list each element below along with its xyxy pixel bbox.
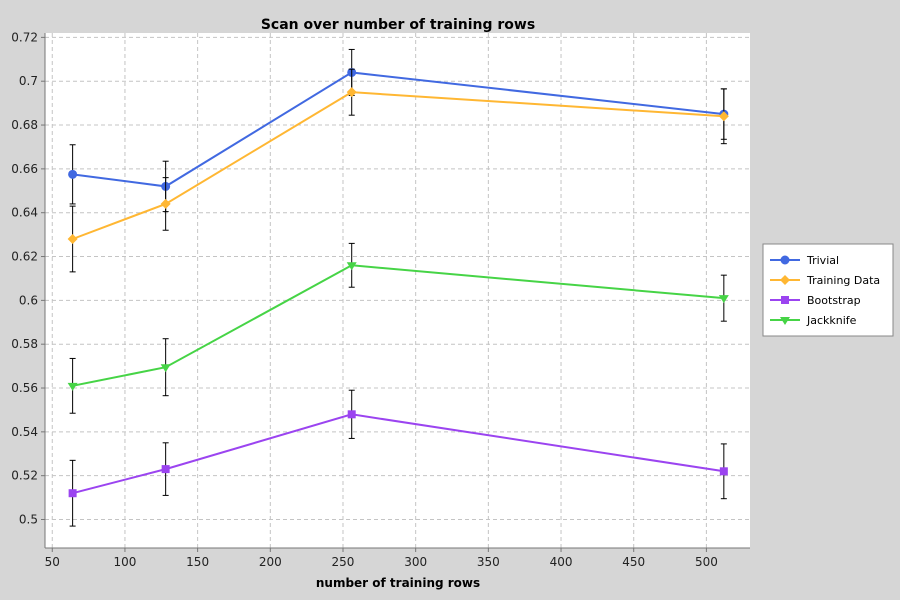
data-point [347, 410, 356, 419]
data-point [160, 198, 171, 209]
x-tick-label: 150 [186, 555, 209, 569]
data-point [68, 489, 77, 498]
x-tick-label: 300 [404, 555, 427, 569]
legend: Trivial Training Data Bootstrap Jackknife [762, 243, 894, 337]
legend-marker [780, 317, 790, 325]
legend-marker [781, 296, 789, 304]
y-tick-label: 0.54 [11, 425, 38, 439]
y-tick-label: 0.6 [19, 293, 38, 307]
y-tick-label: 0.58 [11, 337, 38, 351]
data-point [346, 87, 357, 98]
data-point [67, 382, 78, 391]
y-tick-label: 0.64 [11, 206, 38, 220]
series-line-trivial [72, 71, 724, 188]
x-tick-label: 200 [259, 555, 282, 569]
legend-label: Bootstrap [807, 294, 861, 307]
series-jackknife [67, 242, 729, 414]
y-tick-label: 0.5 [19, 513, 38, 527]
legend-label: Jackknife [806, 314, 857, 327]
data-point [160, 364, 171, 373]
y-tick-label: 0.62 [11, 250, 38, 264]
x-tick-label: 50 [45, 555, 60, 569]
y-tick-label: 0.66 [11, 162, 38, 176]
x-tick-label: 500 [695, 555, 718, 569]
legend-label: Training Data [806, 274, 880, 287]
legend-item-trivial: Trivial [770, 254, 839, 267]
x-tick-label: 400 [550, 555, 573, 569]
x-tick-label: 250 [332, 555, 355, 569]
chart-title: Scan over number of training rows [261, 17, 535, 33]
x-tick-label: 450 [622, 555, 645, 569]
series-line-training-data [72, 91, 724, 240]
data-point [68, 169, 78, 179]
series-group [67, 48, 729, 527]
y-tick-label: 0.7 [19, 74, 38, 88]
x-tick-label: 100 [113, 555, 136, 569]
legend-item-bootstrap: Bootstrap [770, 294, 861, 307]
series-line-bootstrap [72, 413, 724, 495]
y-tick-label: 0.52 [11, 469, 38, 483]
x-axis-label: number of training rows [316, 576, 480, 590]
series-line-jackknife [72, 264, 724, 387]
data-point [718, 295, 729, 304]
y-tick-label: 0.68 [11, 118, 38, 132]
data-point [67, 234, 78, 244]
grid [45, 33, 750, 548]
data-point [346, 262, 357, 271]
data-point [161, 465, 170, 474]
legend-marker [780, 255, 790, 265]
data-point [718, 111, 729, 122]
legend-item-jackknife: Jackknife [770, 314, 857, 327]
y-tick-label: 0.56 [11, 381, 38, 395]
axes: 50 100 150 200 250 300 350 400 450 500 0.5 0.52 0.54… [11, 30, 750, 569]
legend-marker [780, 275, 790, 285]
x-tick-label: 350 [477, 555, 500, 569]
data-point [719, 467, 728, 476]
series-bootstrap [68, 389, 728, 527]
legend-item-training-data: Training Data [770, 274, 880, 287]
series-training-data [67, 68, 729, 273]
y-tick-label: 0.72 [11, 30, 38, 44]
legend-label: Trivial [806, 254, 839, 267]
